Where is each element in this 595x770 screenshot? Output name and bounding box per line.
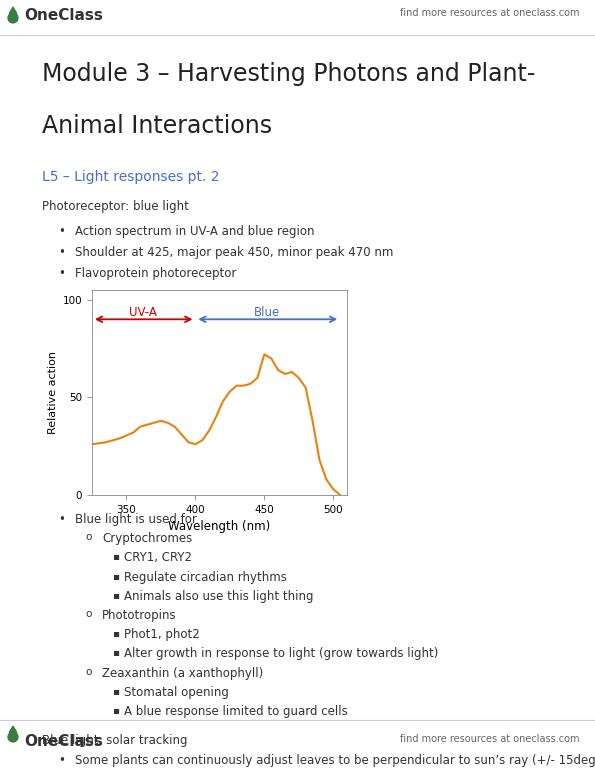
Text: •: • — [58, 513, 65, 526]
Text: •: • — [58, 754, 65, 767]
Text: Regulate circadian rhythms: Regulate circadian rhythms — [124, 571, 287, 584]
Circle shape — [8, 13, 18, 23]
Text: Blue light: solar tracking: Blue light: solar tracking — [42, 735, 187, 747]
Text: Action spectrum in UV-A and blue region: Action spectrum in UV-A and blue region — [75, 225, 315, 238]
Text: find more resources at oneclass.com: find more resources at oneclass.com — [400, 734, 580, 744]
Text: Blue light is used for: Blue light is used for — [75, 513, 197, 526]
Text: ▪: ▪ — [112, 571, 119, 581]
Polygon shape — [9, 7, 17, 13]
Text: ▪: ▪ — [112, 590, 119, 600]
Text: Animal Interactions: Animal Interactions — [42, 114, 272, 138]
Polygon shape — [9, 726, 17, 732]
Text: ▪: ▪ — [112, 628, 119, 638]
Text: o: o — [85, 532, 92, 542]
Text: •: • — [58, 225, 65, 238]
Text: Shoulder at 425, major peak 450, minor peak 470 nm: Shoulder at 425, major peak 450, minor p… — [75, 246, 393, 259]
Y-axis label: Relative action: Relative action — [48, 351, 58, 434]
Circle shape — [8, 732, 18, 742]
Text: OneClass: OneClass — [24, 8, 103, 23]
Text: Module 3 – Harvesting Photons and Plant-: Module 3 – Harvesting Photons and Plant- — [42, 62, 536, 86]
Text: •: • — [58, 246, 65, 259]
Text: Blue: Blue — [254, 306, 280, 319]
Text: Animals also use this light thing: Animals also use this light thing — [124, 590, 314, 603]
Text: ▪: ▪ — [112, 705, 119, 715]
Text: Phot1, phot2: Phot1, phot2 — [124, 628, 200, 641]
Text: UV-A: UV-A — [129, 306, 157, 319]
Text: ▪: ▪ — [112, 648, 119, 658]
Text: find more resources at oneclass.com: find more resources at oneclass.com — [400, 8, 580, 18]
Text: Phototropins: Phototropins — [102, 609, 177, 622]
Text: A blue response limited to guard cells: A blue response limited to guard cells — [124, 705, 347, 718]
Text: Flavoprotein photoreceptor: Flavoprotein photoreceptor — [75, 267, 236, 280]
Text: ▪: ▪ — [112, 551, 119, 561]
Text: o: o — [85, 609, 92, 619]
Text: CRY1, CRY2: CRY1, CRY2 — [124, 551, 192, 564]
Text: Some plants can continuously adjust leaves to be perpendicular to sun’s ray (+/-: Some plants can continuously adjust leav… — [75, 754, 595, 767]
Text: Stomatal opening: Stomatal opening — [124, 686, 229, 699]
Text: o: o — [85, 667, 92, 677]
X-axis label: Wavelength (nm): Wavelength (nm) — [168, 521, 271, 534]
Text: Zeaxanthin (a xanthophyll): Zeaxanthin (a xanthophyll) — [102, 667, 263, 680]
Text: L5 – Light responses pt. 2: L5 – Light responses pt. 2 — [42, 170, 220, 184]
Text: OneClass: OneClass — [24, 734, 103, 749]
Text: Photoreceptor: blue light: Photoreceptor: blue light — [42, 200, 189, 213]
Text: •: • — [58, 267, 65, 280]
Text: Cryptochromes: Cryptochromes — [102, 532, 192, 545]
Text: Alter growth in response to light (grow towards light): Alter growth in response to light (grow … — [124, 648, 439, 661]
Text: ▪: ▪ — [112, 686, 119, 696]
